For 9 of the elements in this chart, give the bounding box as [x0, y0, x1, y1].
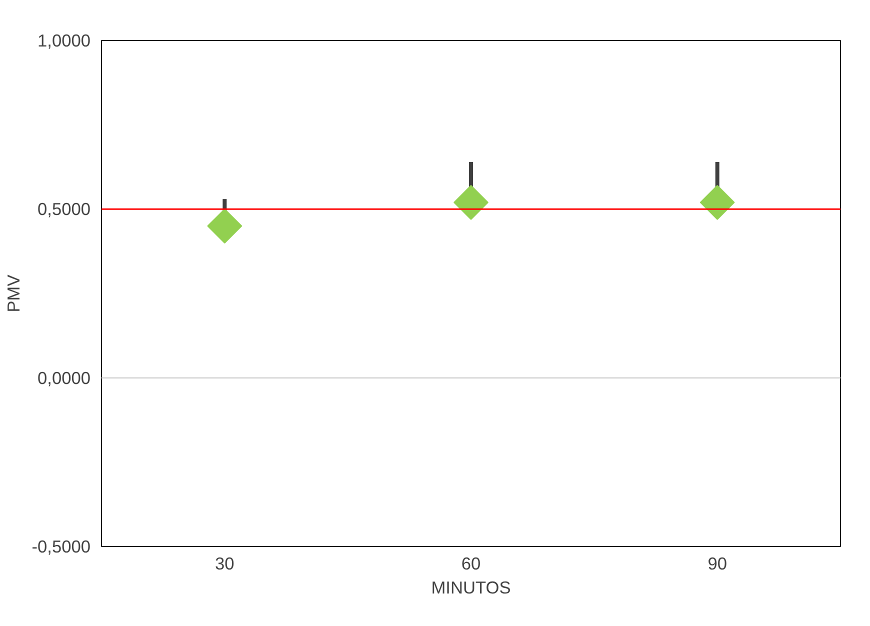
y-tick-label: 1,0000: [38, 30, 90, 50]
x-axis-title: MINUTOS: [431, 578, 511, 598]
y-axis-title: PMV: [4, 274, 24, 312]
y-tick-label: 0,5000: [38, 199, 90, 220]
x-tick-label: 60: [461, 554, 481, 574]
x-tick-label: 30: [215, 554, 234, 574]
y-tick-label: 0,0000: [38, 368, 90, 388]
y-tick-label: -0,5000: [32, 536, 91, 556]
x-tick-label: 90: [708, 554, 727, 574]
